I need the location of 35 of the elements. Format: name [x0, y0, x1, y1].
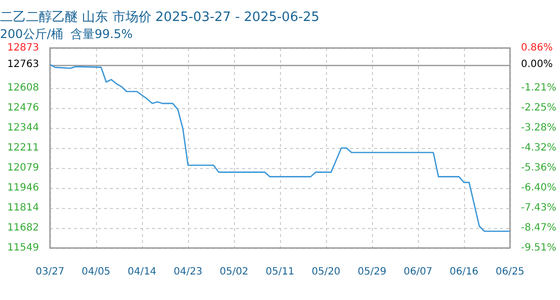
y2-tick-label: -6.40% [521, 182, 556, 194]
y2-tick-label: -4.32% [521, 142, 556, 154]
y-tick-label: 11682 [7, 222, 39, 234]
x-tick-label: 05/02 [220, 266, 248, 278]
y-tick-label: 12344 [7, 122, 39, 134]
x-tick-label: 06/16 [450, 266, 478, 278]
y-tick-label: 12873 [7, 42, 39, 54]
x-tick-label: 05/20 [312, 266, 340, 278]
y2-tick-label: -7.43% [521, 202, 556, 214]
y2-tick-label: -1.21% [521, 82, 556, 94]
y2-tick-label: 0.00% [521, 59, 553, 70]
y-tick-label: 12763 [7, 59, 39, 70]
x-tick-label: 04/14 [128, 266, 156, 278]
chart-title: 二乙二醇乙醚 山东 市场价 2025-03-27 - 2025-06-25 [0, 10, 320, 26]
y-tick-label: 12476 [7, 102, 39, 114]
y-tick-label: 12211 [7, 142, 39, 154]
y-tick-label: 12608 [7, 82, 39, 94]
x-tick-label: 04/23 [174, 266, 202, 278]
y-tick-label: 11549 [7, 242, 39, 254]
x-tick-label: 06/25 [496, 266, 524, 278]
y2-tick-label: -2.25% [521, 102, 556, 114]
x-tick-label: 04/05 [82, 266, 110, 278]
x-tick-label: 03/27 [36, 266, 64, 278]
y2-tick-label: -8.47% [521, 222, 556, 234]
y-tick-label: 11946 [7, 182, 39, 194]
y-tick-label: 11814 [7, 202, 39, 214]
y2-tick-label: -5.36% [521, 162, 556, 174]
x-tick-label: 06/07 [404, 266, 432, 278]
x-tick-label: 05/11 [266, 266, 294, 278]
y2-tick-label: 0.86% [521, 42, 553, 54]
y2-tick-label: -3.28% [521, 122, 556, 134]
chart-subtitle: 200公斤/桶 含量99.5% [0, 26, 133, 41]
y2-tick-label: -9.51% [521, 242, 556, 254]
y-tick-label: 12079 [7, 162, 39, 174]
x-tick-label: 05/29 [358, 266, 386, 278]
